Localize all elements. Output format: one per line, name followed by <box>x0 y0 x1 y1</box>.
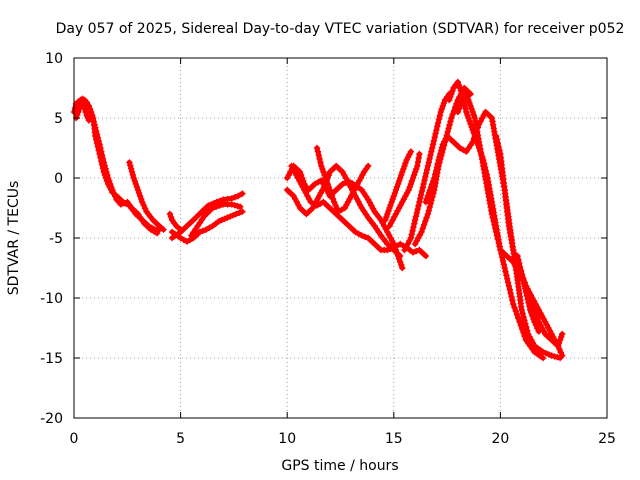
series-markers <box>284 162 404 260</box>
tick-labels: 0 5 10 15 20 25 10 5 0 -5 -10 -15 -20 <box>40 51 616 447</box>
series-sat-j <box>284 162 404 260</box>
series-sat-m <box>386 150 423 230</box>
series-sat-o <box>401 90 453 254</box>
x-tick-label: 25 <box>598 431 616 447</box>
series-sat-d <box>126 159 167 233</box>
series-markers <box>313 144 372 215</box>
chart-title: Day 057 of 2025, Sidereal Day-to-day VTE… <box>56 21 625 37</box>
x-tick-label: 10 <box>278 431 296 447</box>
axis-ticks <box>73 57 608 419</box>
series-markers <box>386 150 423 230</box>
series-markers <box>514 252 542 335</box>
x-tick-label: 20 <box>491 431 509 447</box>
series-markers <box>188 201 244 239</box>
series-sat-g <box>166 210 184 233</box>
y-tick-label: 5 <box>54 111 63 127</box>
series-sat-n <box>382 148 415 224</box>
y-tick-label: 0 <box>54 171 63 187</box>
x-tick-label: 5 <box>176 431 185 447</box>
series-markers <box>168 190 246 242</box>
y-tick-label: -20 <box>40 411 63 427</box>
data-series <box>70 78 566 362</box>
series-markers <box>166 210 184 233</box>
series-markers <box>382 148 415 224</box>
y-tick-label: 10 <box>45 51 63 67</box>
y-axis-title: SDTVAR / TECUs <box>6 181 22 296</box>
x-axis-title: GPS time / hours <box>281 458 398 474</box>
series-sat-u <box>514 252 542 335</box>
series-markers <box>401 90 453 254</box>
series-sat-h <box>188 201 244 239</box>
series-sat-f <box>168 190 246 242</box>
y-tick-label: -5 <box>49 231 63 247</box>
series-sat-k <box>288 162 429 260</box>
series-markers <box>126 159 167 233</box>
y-tick-label: -15 <box>40 351 63 367</box>
series-sat-l <box>313 144 372 215</box>
x-tick-label: 0 <box>70 431 79 447</box>
y-tick-label: -10 <box>40 291 63 307</box>
x-tick-label: 15 <box>385 431 403 447</box>
series-markers <box>288 162 429 260</box>
